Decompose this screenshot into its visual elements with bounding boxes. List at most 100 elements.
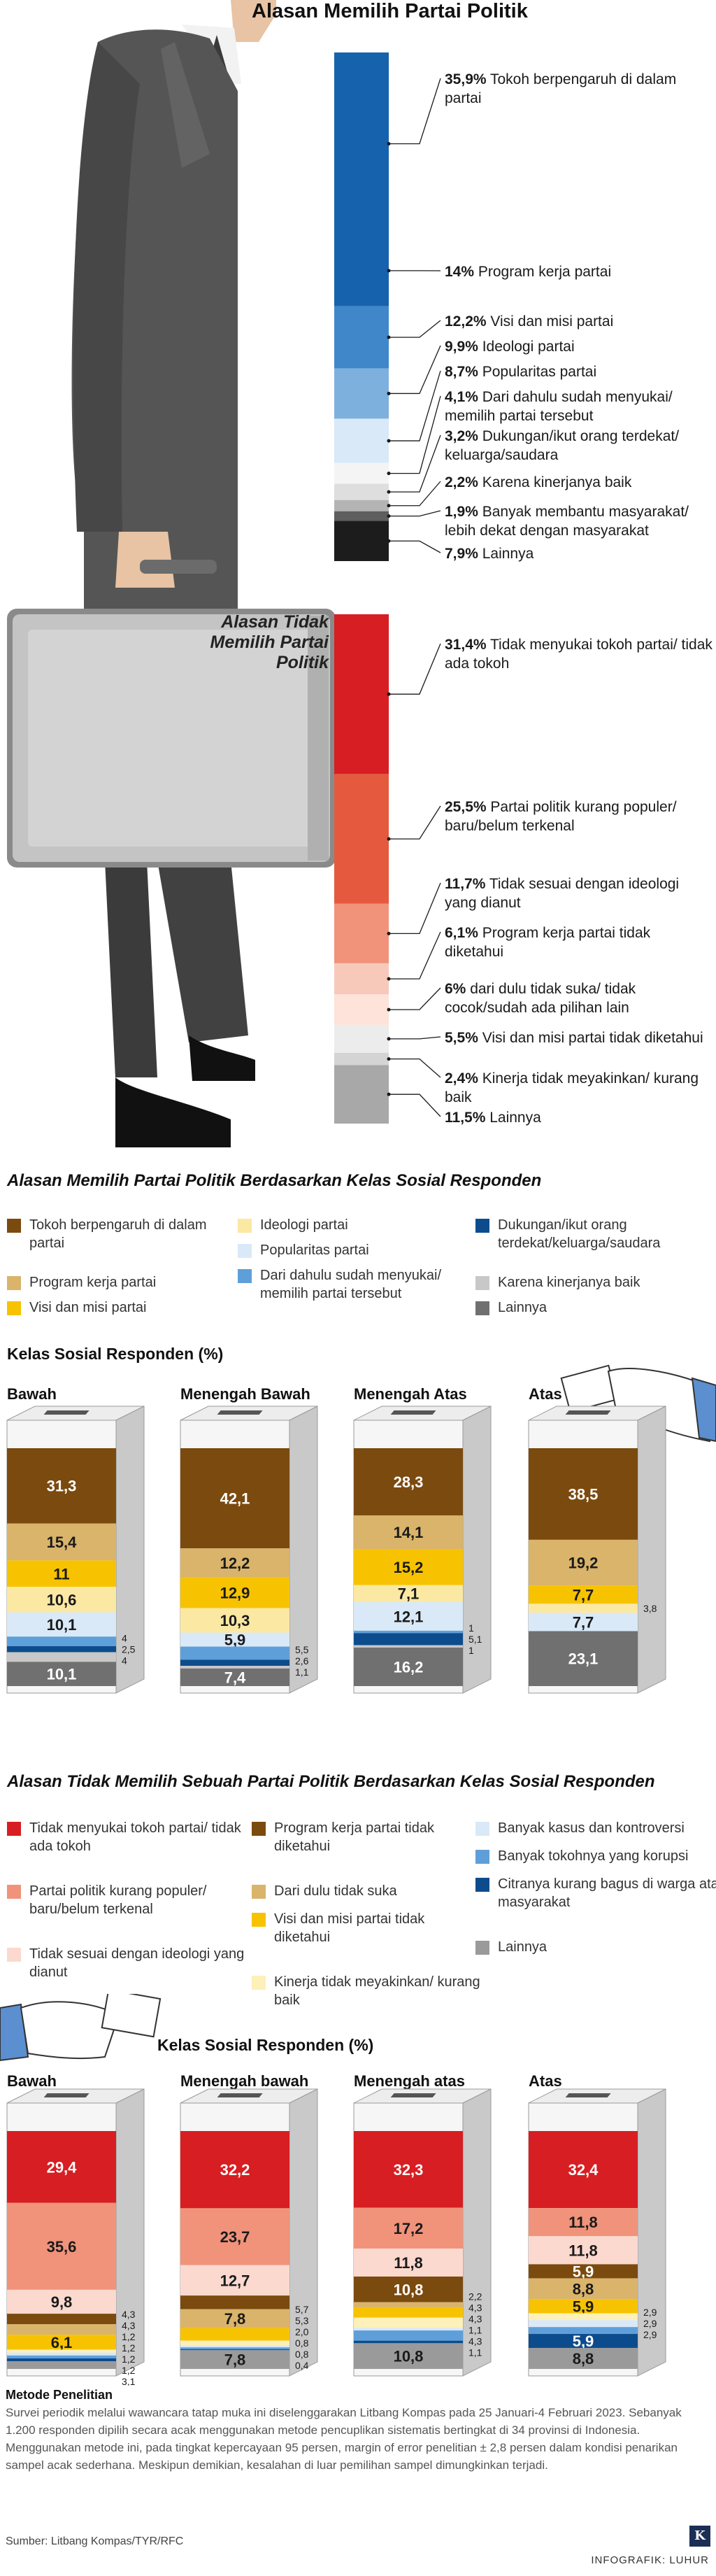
hero-bar-1-segment-4 (334, 994, 389, 1025)
bar-segment (529, 1448, 638, 1540)
legend-swatch (475, 1941, 489, 1955)
legend-swatch (252, 1885, 266, 1899)
bar-segment (7, 1652, 116, 1662)
ballot-box-2: 32,317,211,810,810,82,24,34,31,14,31,1 (353, 2088, 492, 2377)
hero-annotation-value: 9,9% (445, 339, 478, 355)
bar-segment (354, 2343, 463, 2369)
hero-annotation-value: 5,5% (445, 1030, 478, 1046)
bar-value-label: 10,8 (394, 2281, 424, 2298)
hero-annotation: 11,7% Tidak sesuai dengan ideologi yang … (445, 875, 713, 912)
legend-swatch (475, 1219, 489, 1233)
ballot-box-0: 31,3 15,4 11 10,6 10,1 10,1 42,54 (6, 1406, 145, 1694)
bar-segment (354, 2248, 463, 2277)
bar-value-label: 15,4 (47, 1534, 78, 1551)
legend-label: Dari dulu tidak suka (274, 1883, 397, 1899)
hero-annotation-label: Visi dan misi partai (486, 313, 614, 330)
legend-swatch (252, 1913, 266, 1927)
bar-value-label: 11,8 (394, 2254, 423, 2272)
bar-segment (529, 1631, 638, 1686)
bar-segment (180, 1577, 289, 1608)
bar-value-label-small: 0,8 (295, 2349, 309, 2360)
bar-value-label: 31,3 (47, 1478, 77, 1495)
hero-annotation-label: dari dulu tidak suka/ tidak cocok/sudah … (445, 981, 636, 1016)
bar-value-label: 11,8 (568, 2214, 598, 2231)
ballot-box-side (462, 1406, 492, 1694)
hero-leader-line (389, 320, 441, 338)
bar-segment (180, 2349, 289, 2351)
bar-value-label: 17,2 (394, 2220, 424, 2237)
legend-swatch (475, 1301, 489, 1315)
ballot-box-slot (390, 2093, 436, 2097)
legend-item: Banyak kasus dan kontroversi (475, 1819, 716, 1837)
hero-leader-line (389, 481, 441, 507)
bar-value-label-small: 1,2 (122, 2354, 136, 2365)
hero-annotation: 2,4% Kinerja tidak meyakinkan/ kurang ba… (445, 1069, 713, 1107)
bar-segment (7, 2358, 116, 2362)
hero-leader-line (389, 510, 441, 517)
hero-leader-line (389, 540, 441, 553)
bar-segment (180, 2345, 289, 2348)
bar-segment (7, 2202, 116, 2290)
hero-leader-dot (387, 490, 391, 494)
legend-swatch (238, 1244, 252, 1258)
hero-annotation-value: 35,9% (445, 71, 487, 87)
legend-swatch (475, 1276, 489, 1290)
bar-segment (354, 2277, 463, 2302)
hero-leader-dot (387, 539, 391, 543)
infographic-credit: INFOGRAFIK: LUHUR (591, 2554, 709, 2566)
hero-leader-line (389, 931, 441, 979)
hero-bar-1-segment-2 (334, 903, 389, 963)
hero-bar-1-segment-3 (334, 963, 389, 995)
hero-bar-1-segment-1 (334, 774, 389, 904)
hero-leader-line (389, 643, 441, 695)
bar-value-label: 10,3 (220, 1612, 250, 1629)
section2-subtitle: Kelas Sosial Responden (%) (157, 2036, 374, 2054)
legend-item: Tidak sesuai dengan ideologi yang dianut (7, 1945, 267, 1981)
bar-value-label: 12,9 (220, 1585, 250, 1602)
legend-label: Partai politik kurang populer/ baru/belu… (29, 1883, 207, 1917)
bar-segment (529, 2327, 638, 2335)
bar-value-label: 11 (53, 1565, 69, 1583)
bar-value-label-small: 1,1 (468, 2324, 482, 2335)
bar-value-label-small: 2,9 (643, 2329, 657, 2340)
legend-swatch (7, 1276, 21, 1290)
bar-value-label-small: 0,8 (295, 2337, 309, 2349)
class-label: Menengah bawah (180, 2072, 309, 2090)
bar-segment (529, 1585, 638, 1604)
hero-leader-line (389, 1058, 441, 1078)
hero-leader-dot (387, 439, 391, 443)
hero-annotation: 8,7% Popularitas partai (445, 362, 713, 381)
bar-value-label: 7,8 (224, 2351, 246, 2369)
bar-value-label-small: 1 (468, 1645, 474, 1656)
bar-value-label: 32,4 (568, 2161, 599, 2179)
hero-bar-0-segment-6 (334, 483, 389, 500)
legend-item: Banyak tokohnya yang korupsi (475, 1847, 716, 1865)
legend-label: Visi dan misi partai (29, 1300, 147, 1315)
hero-bar-0-segment-7 (334, 500, 389, 511)
hero-annotation-value: 2,2% (445, 474, 478, 490)
hero-annotation-value: 25,5% (445, 799, 487, 815)
bar-segment (354, 1585, 463, 1602)
hero-leader-line (389, 395, 441, 474)
legend-label: Popularitas partai (260, 1243, 369, 1258)
bar-value-label: 7,1 (398, 1585, 420, 1603)
source-note: Sumber: Litbang Kompas/TYR/RFC (6, 2535, 184, 2547)
section1-chart: 31,315,41110,610,110,142,5442,112,212,91… (6, 1364, 716, 1694)
bar-segment (529, 1604, 638, 1613)
bar-segment (354, 2340, 463, 2344)
hero-annotation-value: 4,1% (445, 389, 478, 405)
legend-swatch (238, 1269, 252, 1283)
hero-bar-0-segment-1 (334, 234, 389, 306)
bar-segment (7, 2314, 116, 2325)
businessman-illustration (71, 0, 276, 1147)
hero-annotation-label: Tidak menyukai tokoh partai/ tidak ada t… (445, 637, 713, 672)
bar-value-label-small: 4,3 (122, 2320, 136, 2331)
hero-bar-0-segment-2 (334, 306, 389, 369)
hero-leader-dot (387, 931, 391, 935)
legend-label: Tidak sesuai dengan ideologi yang dianut (29, 1946, 245, 1980)
bar-value-label-small: 1,1 (468, 2347, 482, 2358)
hero-annotation-label: Program kerja partai tidak diketahui (445, 925, 651, 960)
briefcase-title: Alasan Tidak Memilih Partai Politik (210, 612, 329, 672)
ballot-box-slot (43, 1410, 90, 1415)
bar-segment (7, 1448, 116, 1524)
